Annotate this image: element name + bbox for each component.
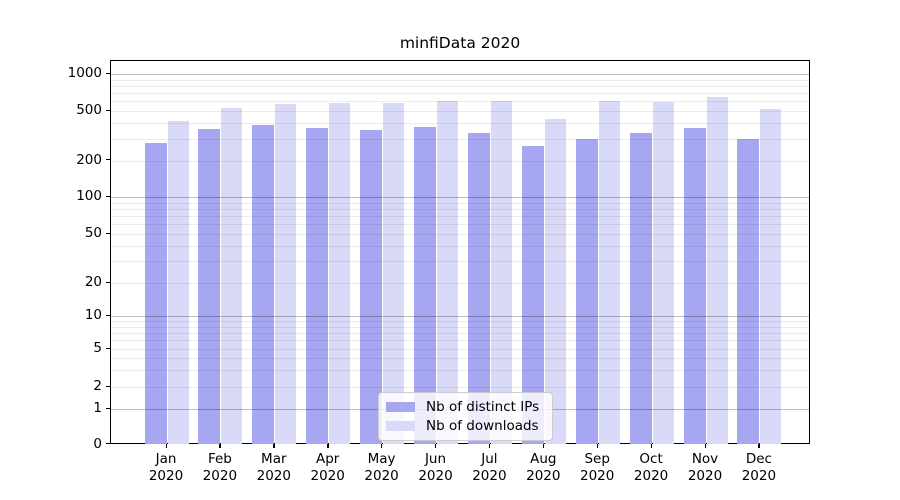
x-tick-mark xyxy=(488,444,491,448)
x-tick-mark xyxy=(650,444,652,448)
x-tick-mark xyxy=(219,444,221,448)
x-tick-mark xyxy=(704,444,706,448)
legend: Nb of distinct IPs Nb of downloads xyxy=(378,392,553,441)
y-tick-label: 10 xyxy=(84,307,102,323)
x-tick-mark xyxy=(435,444,437,448)
bar-distinct-ips xyxy=(683,128,706,444)
plot-area: Nb of distinct IPs Nb of downloads xyxy=(110,60,810,444)
bar-distinct-ips xyxy=(521,146,544,444)
x-tick-label: May 2020 xyxy=(364,451,399,484)
y-tick-mark xyxy=(106,195,110,197)
chart-title: minfiData 2020 xyxy=(399,34,521,52)
bar-distinct-ips xyxy=(629,132,652,444)
legend-label: Nb of distinct IPs xyxy=(426,399,540,415)
x-tick-mark xyxy=(758,444,760,448)
y-tick-label: 500 xyxy=(76,102,102,118)
legend-swatch-downloads-icon xyxy=(386,421,415,431)
bar-downloads xyxy=(329,103,351,444)
legend-swatch-ips-icon xyxy=(386,402,415,412)
y-tick-label: 200 xyxy=(76,151,102,168)
x-tick-label: Mar 2020 xyxy=(256,451,291,484)
x-tick-mark xyxy=(381,444,383,448)
legend-item-distinct-ips: Nb of distinct IPs xyxy=(379,399,552,415)
y-tick-mark xyxy=(106,281,110,283)
bar-distinct-ips xyxy=(575,138,598,444)
y-tick-label: 2 xyxy=(93,378,102,394)
bar-downloads xyxy=(221,107,243,444)
bars-layer xyxy=(111,61,809,444)
bar-downloads xyxy=(598,101,620,444)
x-tick-label: Jun 2020 xyxy=(418,451,453,484)
x-tick-label: Jan 2020 xyxy=(148,451,184,484)
x-tick-mark xyxy=(596,444,599,448)
legend-item-downloads: Nb of downloads xyxy=(379,418,552,434)
bar-downloads xyxy=(706,96,728,444)
y-tick-label: 20 xyxy=(84,274,102,290)
y-tick-label: 50 xyxy=(84,225,102,241)
bar-distinct-ips xyxy=(737,138,760,444)
y-tick-label: 5 xyxy=(93,340,102,356)
bar-distinct-ips xyxy=(252,125,275,444)
bar-downloads xyxy=(275,104,297,444)
bar-distinct-ips xyxy=(467,133,490,444)
x-tick-mark xyxy=(327,444,329,448)
x-tick-mark xyxy=(165,444,167,448)
x-tick-label: Nov 2020 xyxy=(687,451,723,484)
bar-downloads xyxy=(383,103,405,444)
y-tick-label: 0 xyxy=(93,435,102,452)
bar-distinct-ips xyxy=(360,129,383,444)
x-tick-label: Sep 2020 xyxy=(580,451,615,484)
x-tick-label: Jul 2020 xyxy=(472,451,507,484)
x-tick-mark xyxy=(542,444,545,448)
y-tick-mark xyxy=(106,314,110,316)
y-tick-mark xyxy=(106,443,110,445)
y-tick-label: 1 xyxy=(93,400,102,416)
x-tick-label: Apr 2020 xyxy=(310,451,345,484)
bar-distinct-ips xyxy=(306,128,329,444)
y-tick-mark xyxy=(106,159,110,161)
legend-label: Nb of downloads xyxy=(426,418,539,434)
y-tick-label: 1000 xyxy=(67,65,102,81)
bar-downloads xyxy=(167,121,189,444)
y-tick-mark xyxy=(106,109,110,111)
bar-distinct-ips xyxy=(414,127,436,444)
bar-downloads xyxy=(437,101,458,444)
bar-downloads xyxy=(544,119,566,444)
y-tick-mark xyxy=(106,72,110,74)
y-tick-mark xyxy=(106,232,110,234)
x-tick-label: Dec 2020 xyxy=(741,451,777,484)
y-tick-mark xyxy=(106,385,110,387)
x-tick-label: Feb 2020 xyxy=(202,451,238,484)
y-tick-label: 100 xyxy=(76,188,102,204)
bar-distinct-ips xyxy=(144,143,167,444)
bar-distinct-ips xyxy=(198,128,221,444)
x-tick-label: Oct 2020 xyxy=(633,451,669,484)
x-tick-label: Aug 2020 xyxy=(526,451,561,484)
bar-downloads xyxy=(490,101,512,444)
y-tick-mark xyxy=(106,347,110,349)
x-tick-mark xyxy=(273,444,275,448)
bar-downloads xyxy=(652,102,674,444)
y-tick-mark xyxy=(106,407,110,409)
bar-downloads xyxy=(760,108,782,444)
